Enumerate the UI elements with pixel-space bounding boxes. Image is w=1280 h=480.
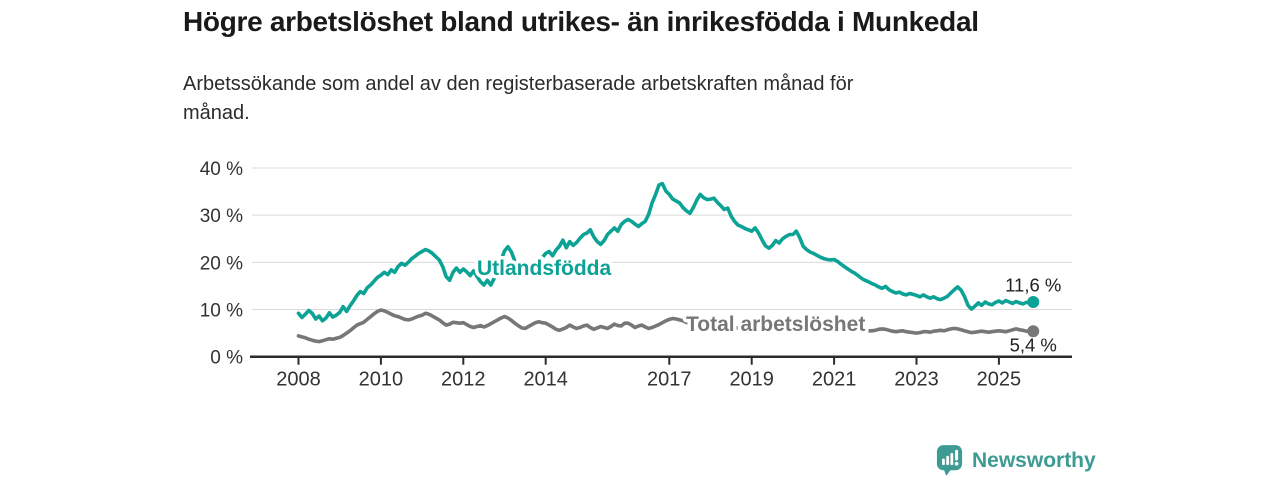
y-axis-tick-label: 20 %	[200, 253, 243, 274]
y-axis-tick-label: 30 %	[200, 206, 243, 227]
series-line-total	[296, 308, 1035, 344]
end-dot-utlandsfodda	[1027, 295, 1040, 308]
x-axis-tick-label: 2014	[523, 369, 568, 391]
chart-subtitle-line: månad.	[183, 102, 250, 124]
newsworthy-logo-icon	[936, 445, 963, 476]
x-axis-tick-label: 2019	[729, 369, 774, 391]
end-value-label-total: 5,4 %	[1010, 335, 1057, 356]
brand-name: Newsworthy	[972, 448, 1096, 472]
x-axis-tick-label: 2008	[276, 369, 321, 391]
x-axis-tick-label: 2012	[441, 369, 486, 391]
x-axis-tick-label: 2025	[977, 369, 1022, 391]
y-axis-tick-label: 10 %	[200, 301, 243, 322]
series-label-total: Total arbetslöshet	[686, 313, 865, 336]
y-axis-tick-label: 0 %	[210, 348, 243, 369]
end-value-label-utlandsfodda: 11,6 %	[1005, 274, 1061, 295]
y-axis-tick-label: 40 %	[200, 159, 243, 180]
chart-subtitle-line: Arbetssökande som andel av den registerb…	[183, 73, 854, 95]
series-line-utlandsfodda	[296, 181, 1035, 323]
end-dot-total	[1027, 325, 1040, 338]
chart-subtitle: Arbetssökande som andel av den registerb…	[183, 70, 853, 128]
x-axis-tick-label: 2010	[359, 369, 404, 391]
series-label-utlandsfodda: Utlandsfödda	[477, 257, 611, 280]
newsworthy-branding: Newsworthy	[936, 444, 1096, 477]
page-title: Högre arbetslöshet bland utrikes- än inr…	[183, 6, 979, 37]
x-axis-tick-label: 2023	[894, 369, 939, 391]
x-axis-tick-label: 2017	[647, 369, 692, 391]
x-axis-tick-label: 2021	[812, 369, 857, 391]
